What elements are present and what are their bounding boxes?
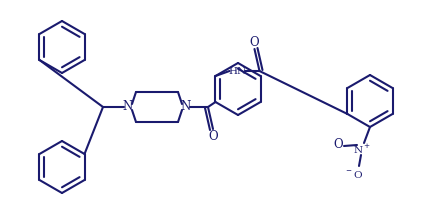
Text: O: O: [333, 138, 343, 150]
Text: O: O: [250, 35, 259, 48]
Text: N: N: [181, 101, 191, 113]
Text: O: O: [208, 129, 218, 143]
Text: $^-$O: $^-$O: [344, 170, 364, 180]
Text: N: N: [123, 101, 133, 113]
Text: N$^+$: N$^+$: [353, 142, 371, 155]
Text: HN: HN: [228, 67, 247, 76]
